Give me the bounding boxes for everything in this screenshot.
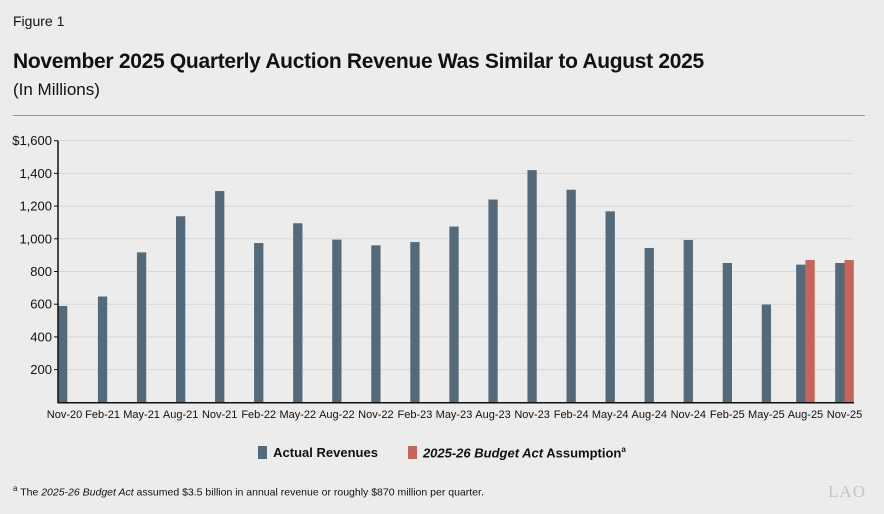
bar-actual — [293, 223, 303, 403]
bar-actual — [176, 216, 186, 403]
y-tick-label: 1,200 — [19, 199, 52, 214]
x-tick-label: Nov-22 — [358, 409, 393, 421]
x-tick-label: May-21 — [123, 409, 160, 421]
x-tick-label: Feb-24 — [554, 409, 589, 421]
footnote: a The 2025-26 Budget Act assumed $3.5 bi… — [13, 484, 484, 499]
lao-logo: LAO — [828, 482, 866, 501]
legend-label-rest: Assumption — [543, 445, 622, 461]
footnote-post: assumed $3.5 billion in annual revenue o… — [133, 486, 484, 499]
chart-title: November 2025 Quarterly Auction Revenue … — [13, 50, 704, 73]
bar-actual — [371, 245, 381, 403]
bar-actual — [761, 304, 772, 403]
bar-actual — [683, 239, 693, 403]
legend-swatch-assumption — [407, 446, 417, 460]
y-tick-label: 800 — [30, 264, 52, 279]
footnote-marker: a — [13, 484, 18, 493]
x-tick-label: Nov-23 — [514, 409, 549, 421]
x-tick-label: Aug-23 — [475, 409, 510, 421]
x-tick-label: Feb-22 — [241, 409, 276, 421]
y-tick-label: 1,400 — [19, 166, 52, 181]
bar-assumption — [844, 260, 854, 403]
chart-subtitle: (In Millions) — [13, 80, 100, 99]
bar-actual — [254, 243, 264, 403]
bar-actual — [410, 242, 420, 403]
x-tick-label: May-24 — [592, 409, 629, 421]
y-tick-label: $1,600 — [12, 133, 52, 148]
bar-assumption — [805, 260, 815, 403]
x-tick-label: Feb-21 — [85, 409, 120, 421]
x-tick-label: Nov-24 — [671, 409, 706, 421]
legend-label-actual: Actual Revenues — [273, 445, 378, 461]
x-tick-label: Aug-22 — [319, 409, 354, 421]
bar-actual — [58, 305, 68, 403]
x-tick-label: May-22 — [279, 409, 316, 421]
legend-label-assumption: 2025-26 Budget Act Assumptiona — [423, 445, 626, 460]
bar-actual — [97, 296, 108, 403]
legend-item-assumption: 2025-26 Budget Act Assumptiona — [407, 445, 626, 460]
x-tick-label: May-23 — [436, 409, 473, 421]
y-tick-label: 1,000 — [19, 231, 52, 246]
x-tick-label: Nov-20 — [47, 409, 82, 421]
footnote-italic: 2025-26 Budget Act — [41, 486, 134, 499]
bar-actual — [527, 170, 537, 403]
x-tick-label: Feb-25 — [710, 409, 745, 421]
y-tick-label: 200 — [30, 362, 52, 377]
bar-actual — [796, 264, 806, 403]
bar-actual — [835, 262, 845, 403]
y-tick-label: 400 — [30, 329, 52, 344]
bar-actual — [332, 239, 342, 403]
y-tick-label: 600 — [30, 297, 52, 312]
bar-actual — [566, 189, 576, 403]
footnote-pre: The — [20, 486, 42, 499]
x-tick-label: Nov-21 — [202, 409, 237, 421]
legend-label-italic: 2025-26 Budget Act — [422, 445, 544, 461]
x-tick-label: Feb-23 — [398, 409, 433, 421]
legend: Actual Revenues 2025-26 Budget Act Assum… — [0, 445, 884, 460]
bar-actual — [722, 262, 732, 403]
x-tick-label: Aug-21 — [163, 409, 198, 421]
x-tick-label: May-25 — [748, 409, 785, 421]
legend-swatch-actual — [258, 446, 268, 460]
bar-actual — [215, 191, 225, 403]
x-tick-label: Aug-25 — [788, 409, 823, 421]
title-divider — [13, 115, 865, 116]
legend-footnote-marker: a — [621, 445, 626, 454]
figure-label: Figure 1 — [13, 13, 65, 29]
bar-actual — [136, 252, 147, 403]
bar-actual — [449, 226, 459, 403]
legend-item-actual: Actual Revenues — [258, 445, 378, 460]
bar-actual — [644, 247, 654, 403]
x-tick-label: Nov-25 — [827, 409, 862, 421]
bar-actual — [488, 199, 498, 403]
x-tick-label: Aug-24 — [632, 409, 667, 421]
bar-actual — [605, 211, 615, 403]
